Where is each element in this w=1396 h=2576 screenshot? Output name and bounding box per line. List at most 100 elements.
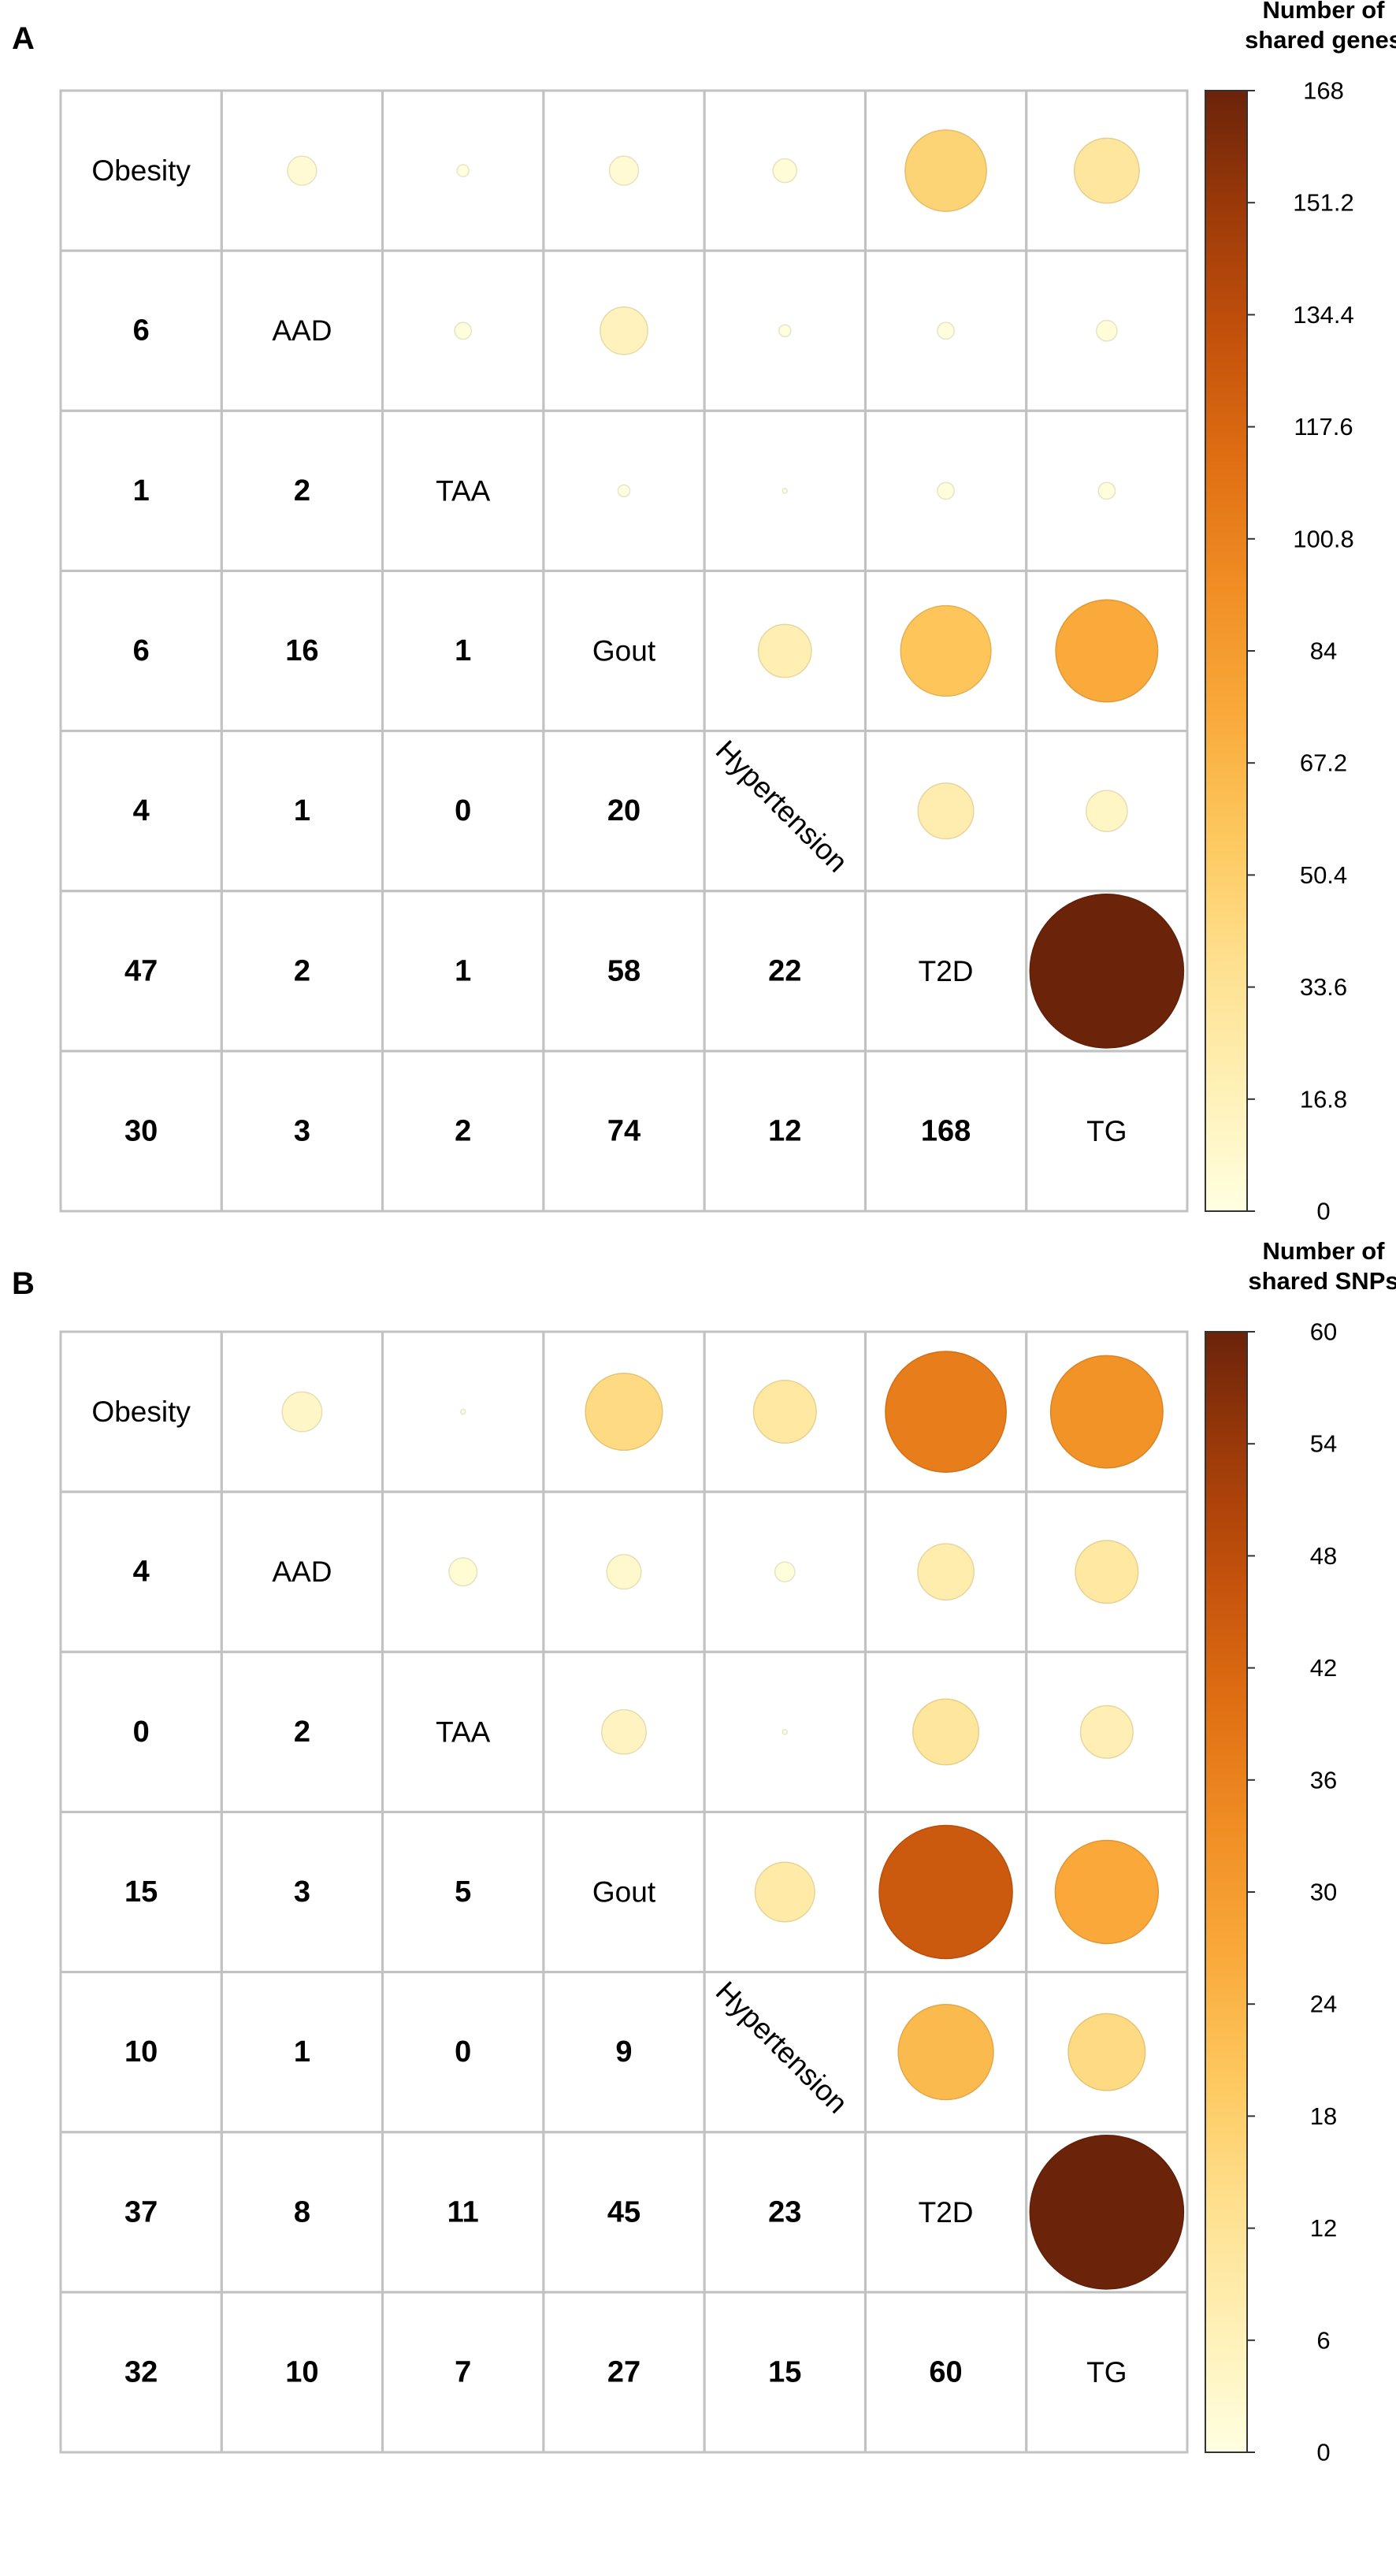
colorbar-tick-label: 151.2 xyxy=(1293,189,1354,217)
colorbar-tick-label: 30 xyxy=(1310,1879,1337,1906)
value-label: 3 xyxy=(294,1875,310,1909)
bubble-mark xyxy=(885,1351,1007,1473)
bubble-mark xyxy=(281,1391,323,1433)
value-label: 10 xyxy=(124,2035,158,2069)
bubble-mark xyxy=(459,1408,466,1415)
bubble-mark xyxy=(287,155,317,186)
variable-label: Obesity xyxy=(91,1396,191,1428)
value-label: 6 xyxy=(133,634,150,667)
variable-label: Hypertension xyxy=(710,1976,854,2120)
bubble-mark xyxy=(782,1729,789,1735)
bubble-mark xyxy=(778,324,792,337)
value-label: 10 xyxy=(285,2355,318,2388)
value-label: 1 xyxy=(455,954,471,987)
bubble-mark xyxy=(454,322,473,340)
bubble-mark xyxy=(912,1698,980,1766)
bubble-mark xyxy=(1097,481,1116,500)
bubble-mark xyxy=(937,481,955,500)
bubble-mark xyxy=(585,1373,663,1452)
variable-label: Gout xyxy=(592,635,656,667)
value-label: 4 xyxy=(133,794,150,827)
value-label: 74 xyxy=(607,1114,640,1147)
variable-label: TAA xyxy=(436,1715,491,1748)
bubble-mark xyxy=(757,623,812,678)
bubble-mark xyxy=(1029,2134,1185,2290)
value-label: 3 xyxy=(294,1114,310,1147)
value-label: 0 xyxy=(455,2035,471,2069)
value-label: 15 xyxy=(124,1875,158,1909)
value-label: 1 xyxy=(294,794,310,827)
variable-label: AAD xyxy=(272,314,332,347)
value-label: 1 xyxy=(133,474,150,507)
bubble-mark xyxy=(937,322,955,340)
bubble-mark xyxy=(1079,1704,1134,1759)
variable-label: Gout xyxy=(592,1876,656,1909)
bubble-mark xyxy=(1096,319,1118,342)
variable-label: T2D xyxy=(919,955,974,987)
value-label: 58 xyxy=(607,954,640,987)
value-label: 4 xyxy=(133,1556,150,1589)
colorbar xyxy=(1205,90,1248,1212)
value-label: 47 xyxy=(124,954,158,987)
colorbar-tick-label: 42 xyxy=(1310,1654,1337,1682)
bubble-mark xyxy=(1075,1540,1139,1604)
value-label: 7 xyxy=(455,2355,471,2388)
colorbar-tick-label: 60 xyxy=(1310,1318,1337,1346)
value-label: 20 xyxy=(607,794,640,827)
value-label: 22 xyxy=(768,954,801,987)
value-label: 2 xyxy=(294,1715,310,1749)
variable-label: Hypertension xyxy=(710,734,854,879)
colorbar xyxy=(1205,1331,1248,2453)
value-label: 32 xyxy=(124,2355,158,2388)
grid-cell xyxy=(1025,2291,1189,2454)
bubble-mark xyxy=(608,155,640,186)
colorbar-title: Number of xyxy=(1263,1237,1386,1265)
bubble-mark xyxy=(917,1543,975,1601)
colorbar-tick-label: 0 xyxy=(1316,1198,1330,1225)
bubble-mark xyxy=(606,1554,642,1590)
value-label: 5 xyxy=(455,1875,471,1909)
colorbar-tick-label: 16.8 xyxy=(1300,1085,1347,1113)
colorbar-title: shared SNPs xyxy=(1248,1267,1396,1295)
bubble-mark xyxy=(752,1379,817,1444)
value-label: 45 xyxy=(607,2195,640,2228)
value-label: 9 xyxy=(615,2035,632,2069)
bubble-mark xyxy=(1055,599,1159,703)
value-label: 168 xyxy=(921,1114,971,1147)
bubble-mark xyxy=(904,129,987,212)
variable-label: TAA xyxy=(436,474,491,507)
bubble-mark xyxy=(1086,790,1128,832)
variable-label: T2D xyxy=(919,2196,974,2228)
value-label: 2 xyxy=(294,474,310,507)
colorbar-tick-label: 24 xyxy=(1310,1991,1337,2018)
bubble-mark xyxy=(1049,1355,1164,1469)
colorbar-title: shared genes xyxy=(1245,26,1396,54)
colorbar-tick-label: 6 xyxy=(1316,2326,1330,2354)
value-label: 60 xyxy=(929,2355,962,2388)
colorbar-tick-label: 100.8 xyxy=(1293,525,1354,552)
bubble-mark xyxy=(456,164,470,177)
bubble-mark xyxy=(1029,893,1185,1049)
value-label: 11 xyxy=(447,2195,479,2228)
value-label: 16 xyxy=(285,634,318,667)
value-label: 1 xyxy=(294,2035,310,2069)
colorbar-tick-label: 84 xyxy=(1310,637,1337,665)
colorbar-tick-label: 0 xyxy=(1316,2439,1330,2466)
bubble-mark xyxy=(900,604,992,697)
colorbar-tick-label: 36 xyxy=(1310,1766,1337,1794)
value-label: 2 xyxy=(455,1114,471,1147)
bubble-mark xyxy=(772,158,798,184)
bubble-mark xyxy=(754,1861,815,1923)
colorbar-tick-label: 50.4 xyxy=(1300,861,1347,889)
panel-label: B xyxy=(12,1266,35,1301)
variable-label: AAD xyxy=(272,1556,332,1588)
bubble-mark xyxy=(601,1708,647,1755)
value-label: 8 xyxy=(294,2195,310,2228)
bubble-mark xyxy=(782,488,789,494)
value-label: 27 xyxy=(607,2355,640,2388)
bubble-mark xyxy=(917,782,975,840)
bubble-mark xyxy=(774,1561,796,1583)
